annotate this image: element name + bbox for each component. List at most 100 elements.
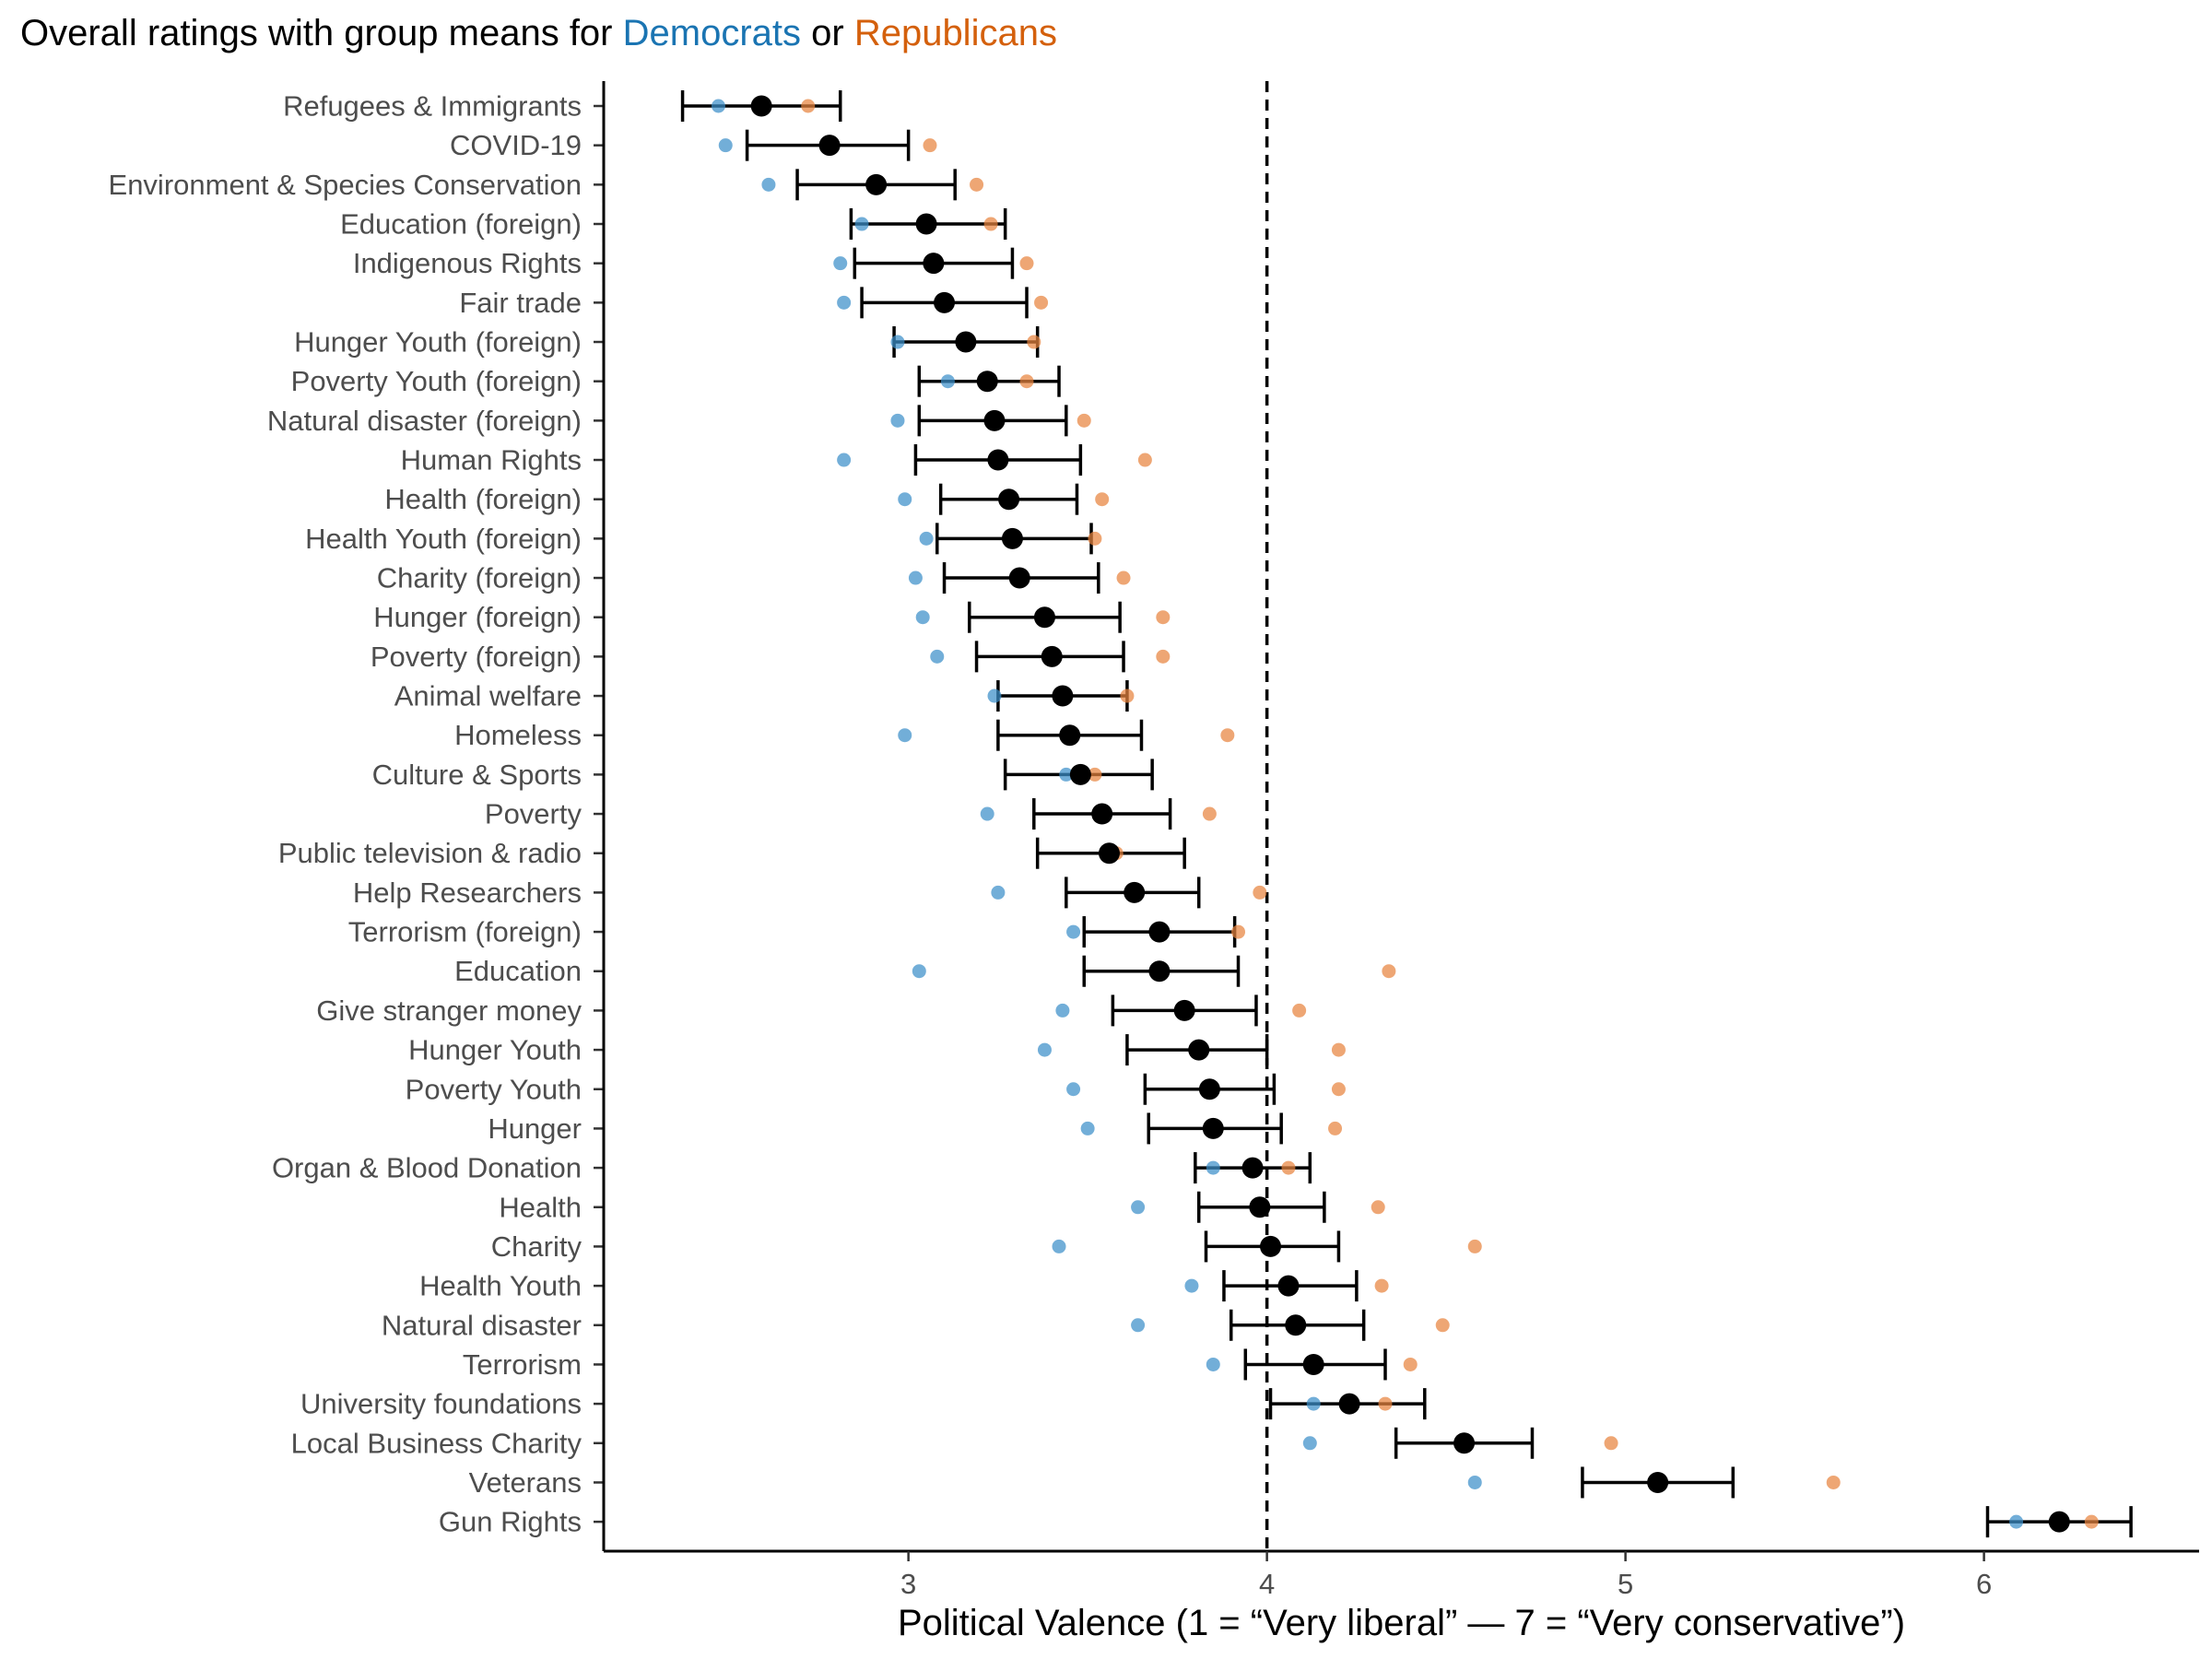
democrat-point	[833, 256, 848, 271]
y-tick-label: Natural disaster (foreign)	[267, 405, 582, 437]
republican-point	[1371, 1200, 1385, 1215]
y-tick-label: Culture & Sports	[372, 759, 582, 791]
y-axis-ticks	[594, 104, 604, 1524]
x-tick-label: 4	[1259, 1568, 1275, 1600]
republican-point	[1435, 1318, 1450, 1333]
overall-point	[1277, 1275, 1300, 1297]
republican-point	[1077, 413, 1091, 428]
y-tick-label: COVID-19	[450, 129, 582, 161]
republican-point	[1328, 1121, 1343, 1135]
republican-point	[1156, 649, 1171, 664]
y-tick-label: Health Youth	[419, 1270, 582, 1302]
y-tick-label: Local Business Charity	[291, 1427, 582, 1459]
republican-point	[1378, 1396, 1393, 1411]
democrat-point	[908, 571, 923, 585]
republican-point	[1826, 1475, 1841, 1489]
y-tick-label: Terrorism	[463, 1348, 582, 1381]
overall-point	[1069, 763, 1091, 785]
democrat-point	[1066, 924, 1081, 939]
overall-point	[1124, 881, 1146, 903]
overall-points	[750, 95, 2070, 1533]
democrat-point	[1131, 1200, 1146, 1215]
overall-point	[818, 135, 841, 157]
republican-point	[1382, 964, 1396, 979]
y-tick-label: Environment & Species Conservation	[109, 169, 582, 201]
democrat-point	[987, 688, 1002, 703]
overall-point	[1148, 921, 1171, 943]
democrat-point	[761, 177, 776, 192]
democrat-point	[837, 453, 852, 467]
overall-point	[1198, 1078, 1220, 1100]
republican-point	[1292, 1003, 1307, 1018]
y-tick-label: Fair trade	[459, 287, 582, 319]
x-axis-ticks: 3 4 5 6	[900, 1551, 1992, 1600]
y-tick-labels: Refugees & Immigrants COVID-19 Environment…	[109, 90, 582, 1538]
y-tick-label: Hunger	[488, 1112, 582, 1145]
y-tick-label: Veterans	[469, 1466, 582, 1499]
x-axis-title: Political Valence (1 = “Very liberal” — …	[898, 1603, 1905, 1643]
y-tick-label: Poverty	[485, 798, 582, 830]
republican-point	[1281, 1160, 1296, 1175]
overall-point	[1008, 567, 1030, 589]
y-tick-label: Education	[454, 955, 582, 987]
democrat-point	[919, 531, 934, 546]
overall-point	[1052, 685, 1074, 707]
overall-point	[1285, 1314, 1307, 1336]
democrat-point	[1302, 1436, 1317, 1451]
y-tick-label: Natural disaster	[382, 1309, 582, 1341]
overall-point	[865, 173, 888, 195]
overall-point	[987, 449, 1009, 471]
republican-point	[1137, 453, 1152, 467]
overall-point	[1098, 842, 1120, 865]
republican-point	[801, 99, 816, 113]
republican-point	[923, 138, 937, 153]
democrat-point	[980, 806, 994, 821]
overall-point	[1249, 1196, 1271, 1218]
democrat-point	[1206, 1357, 1220, 1371]
y-tick-label: Homeless	[454, 719, 582, 751]
overall-point	[1202, 1117, 1224, 1139]
overall-point	[1033, 606, 1055, 629]
overall-point	[976, 371, 998, 393]
y-tick-label: Terrorism (foreign)	[348, 916, 582, 948]
democrat-point	[854, 217, 869, 231]
overall-point	[1338, 1393, 1360, 1415]
chart-title-connector: or	[801, 13, 854, 53]
overall-point	[1173, 999, 1195, 1021]
chart-title-prefix: Overall ratings with group means for	[20, 13, 623, 53]
democrat-point	[940, 374, 955, 389]
republican-point	[1088, 531, 1102, 546]
overall-point	[915, 213, 937, 235]
republican-point	[1231, 924, 1246, 939]
republican-point	[1088, 767, 1102, 782]
y-tick-label: Gun Rights	[439, 1506, 582, 1538]
republican-point	[1019, 256, 1034, 271]
democrat-point	[1052, 1239, 1066, 1253]
democrat-point	[711, 99, 725, 113]
democrat-point	[930, 649, 945, 664]
republican-point	[1331, 1082, 1346, 1097]
overall-point	[750, 95, 772, 117]
overall-point	[1188, 1039, 1210, 1061]
republican-points	[801, 99, 2099, 1529]
democrat-point	[837, 295, 852, 310]
y-tick-label: Give stranger money	[316, 994, 582, 1027]
y-tick-label: Hunger Youth	[408, 1034, 582, 1066]
overall-point	[983, 409, 1006, 431]
democrat-point	[1066, 1082, 1081, 1097]
overall-point	[1453, 1432, 1476, 1454]
overall-point	[934, 291, 956, 313]
y-tick-label: Health (foreign)	[384, 483, 582, 515]
democrat-point	[898, 728, 912, 743]
overall-point	[998, 488, 1020, 511]
republican-point	[1019, 374, 1034, 389]
republican-point	[1331, 1042, 1346, 1057]
axes	[602, 81, 2199, 1553]
overall-point	[1302, 1353, 1324, 1375]
democrat-point	[890, 413, 905, 428]
democrat-point	[1080, 1121, 1095, 1135]
y-tick-label: Public television & radio	[278, 837, 582, 869]
y-tick-label: Hunger (foreign)	[373, 601, 582, 633]
error-bars	[680, 90, 2133, 1538]
y-tick-label: Poverty (foreign)	[371, 641, 582, 673]
